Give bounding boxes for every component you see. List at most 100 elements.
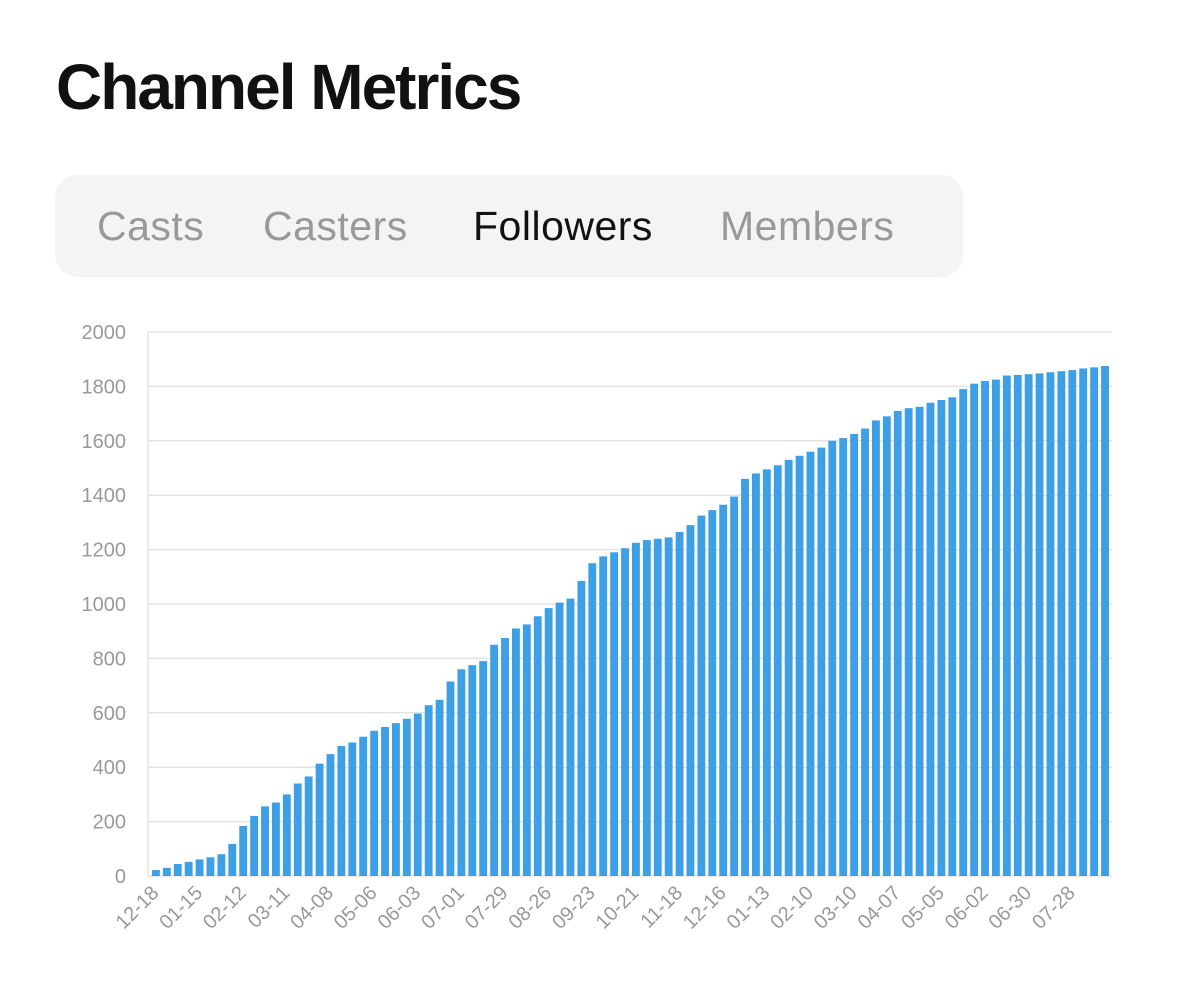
bar (686, 525, 695, 876)
bar (435, 699, 444, 876)
page-title: Channel Metrics (56, 51, 522, 123)
bar (490, 644, 499, 876)
y-tick-label: 0 (115, 866, 126, 888)
bar (152, 870, 160, 876)
bar (621, 548, 629, 876)
bar (359, 736, 368, 876)
bar (522, 624, 531, 876)
x-tick-label: 03-11 (244, 882, 295, 933)
bar (653, 538, 662, 876)
tab-casts[interactable]: Casts (97, 203, 205, 249)
x-tick-label: 06-03 (374, 882, 426, 934)
y-tick-label: 1600 (82, 431, 127, 453)
bar (762, 469, 771, 876)
bar (926, 402, 935, 876)
bar (1035, 373, 1044, 876)
x-tick-label: 07-28 (1028, 882, 1080, 934)
y-tick-label: 400 (93, 757, 126, 779)
bar (839, 438, 848, 876)
bar (555, 602, 564, 876)
bar (1057, 371, 1066, 876)
x-tick-label: 09-23 (548, 882, 600, 934)
bar (512, 628, 520, 876)
bar (904, 408, 913, 876)
bar (872, 420, 880, 876)
bar (173, 864, 182, 876)
bar (795, 455, 804, 876)
bar (1068, 370, 1077, 876)
x-tick-label: 06-02 (941, 882, 993, 934)
bar (1002, 375, 1011, 876)
bar (468, 665, 477, 876)
x-tick-label: 02-10 (766, 882, 818, 934)
bar (1101, 366, 1109, 876)
bar (392, 723, 400, 876)
bar (293, 783, 302, 876)
bar (992, 379, 1000, 876)
x-tick-label: 04-07 (854, 882, 906, 934)
bar (1046, 372, 1055, 876)
bar (588, 563, 597, 876)
bar (806, 451, 815, 876)
bar (501, 638, 509, 876)
x-tick-label: 07-01 (417, 882, 469, 934)
bar (533, 616, 542, 876)
bar (326, 754, 335, 876)
bar (741, 478, 749, 876)
x-tick-label: 03-10 (810, 882, 862, 934)
bar (304, 776, 313, 876)
bar (599, 556, 608, 876)
x-tick-label: 04-08 (286, 882, 338, 934)
bar (850, 434, 859, 876)
bar (730, 496, 739, 876)
bar (337, 745, 346, 876)
bar (882, 416, 891, 876)
bar (981, 380, 989, 876)
bar (402, 718, 411, 876)
bar (1079, 368, 1088, 876)
bar (446, 681, 455, 876)
bar (893, 410, 902, 876)
bar (206, 857, 215, 876)
x-tick-label: 07-29 (461, 882, 513, 934)
bar (642, 540, 651, 876)
tab-members[interactable]: Members (720, 203, 895, 249)
x-tick-label: 06-30 (984, 882, 1036, 934)
bar (457, 669, 466, 876)
y-tick-label: 200 (93, 812, 126, 834)
bar (773, 465, 782, 876)
bar (610, 552, 619, 876)
tab-followers[interactable]: Followers (473, 203, 653, 249)
tab-casters[interactable]: Casters (263, 203, 408, 249)
bar (937, 400, 946, 876)
bar (381, 726, 389, 876)
bar (719, 504, 728, 876)
bar (577, 580, 586, 876)
x-tick-label: 01-13 (723, 882, 775, 934)
bar (348, 742, 357, 876)
bar (195, 859, 204, 876)
bar (315, 763, 324, 876)
x-tick-label: 05-05 (897, 882, 949, 934)
x-tick-label: 05-06 (330, 882, 382, 934)
bar (784, 459, 793, 876)
bar (566, 598, 575, 876)
x-tick-label: 01-15 (155, 882, 207, 934)
y-tick-label: 1000 (82, 594, 127, 616)
bar (479, 661, 488, 876)
bar (544, 608, 553, 876)
y-tick-label: 2000 (82, 322, 127, 344)
y-tick-label: 1400 (82, 485, 127, 507)
bar (664, 537, 673, 876)
bar (1024, 374, 1033, 876)
bar (828, 440, 837, 876)
bar (752, 473, 760, 876)
bar (424, 705, 433, 876)
bar (632, 542, 640, 876)
bar (272, 802, 280, 876)
bar (708, 510, 717, 876)
bar (959, 389, 968, 876)
bar (370, 730, 379, 876)
bar (261, 806, 269, 876)
